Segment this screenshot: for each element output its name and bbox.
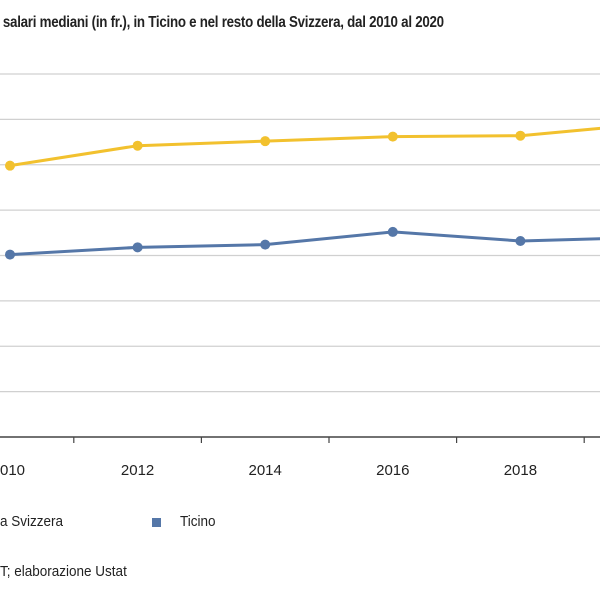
legend-entry-ticino: Ticino (180, 513, 216, 530)
data-point (132, 242, 143, 253)
x-tick-label: 2016 (376, 462, 409, 479)
x-tick-label: 2018 (504, 462, 537, 479)
legend-swatch-ticino (152, 518, 161, 527)
series-layer (5, 126, 600, 260)
data-point (5, 249, 15, 260)
data-point (260, 136, 271, 147)
data-point (387, 131, 398, 142)
data-point (515, 235, 526, 246)
series-line (9, 126, 600, 168)
x-tick-label: 2012 (121, 462, 154, 479)
grid-lines (0, 73, 600, 393)
x-axis: 010 2012 2014 2016 2018 (0, 436, 600, 479)
data-point (260, 239, 271, 250)
legend-entry-svizzera: a Svizzera (0, 513, 64, 530)
x-tick-label: 2014 (249, 462, 282, 479)
source-note: T; elaborazione Ustat (0, 563, 127, 580)
chart-title: i salari mediani (in fr.), in Ticino e n… (0, 14, 444, 31)
data-point (515, 130, 526, 141)
x-tick-label: 010 (0, 462, 25, 479)
data-point (5, 160, 15, 171)
series-line (9, 230, 600, 257)
data-point (387, 226, 398, 237)
data-point (132, 140, 143, 151)
